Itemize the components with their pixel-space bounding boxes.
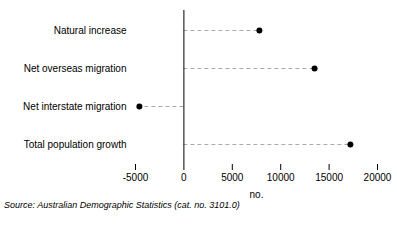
svg-text:15000: 15000 — [315, 172, 343, 183]
svg-text:-5000: -5000 — [123, 172, 149, 183]
svg-text:Total population growth: Total population growth — [24, 139, 127, 150]
svg-text:20000: 20000 — [364, 172, 392, 183]
svg-text:Natural increase: Natural increase — [54, 25, 127, 36]
svg-text:0: 0 — [181, 172, 187, 183]
svg-text:5000: 5000 — [221, 172, 244, 183]
svg-text:no.: no. — [250, 189, 264, 200]
html-text:Source: Australian Demographic: Source: Australian Demographic Statistic… — [4, 200, 240, 210]
svg-text:Net interstate migration: Net interstate migration — [23, 101, 126, 112]
svg-text:10000: 10000 — [267, 172, 295, 183]
svg-text:Net overseas migration: Net overseas migration — [24, 63, 127, 74]
